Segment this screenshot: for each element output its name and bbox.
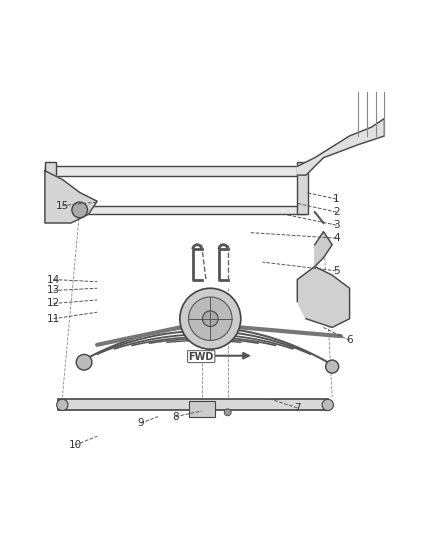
Text: 15: 15 [56,200,69,211]
Circle shape [224,409,231,416]
Text: 12: 12 [47,298,60,309]
Text: 6: 6 [346,335,353,345]
Text: 11: 11 [47,314,60,324]
Circle shape [76,354,92,370]
FancyBboxPatch shape [45,166,306,176]
Text: 1: 1 [333,194,340,204]
Text: 13: 13 [47,286,60,295]
Text: 4: 4 [333,233,340,243]
FancyBboxPatch shape [45,206,306,214]
Text: 14: 14 [47,274,60,285]
FancyBboxPatch shape [297,162,308,214]
Circle shape [57,399,68,410]
Polygon shape [297,266,350,327]
Text: 2: 2 [333,207,340,217]
Polygon shape [297,118,385,175]
FancyBboxPatch shape [188,401,215,417]
Circle shape [188,297,232,341]
Circle shape [325,360,339,373]
Text: FWD: FWD [188,352,214,361]
Text: 3: 3 [333,220,340,230]
FancyBboxPatch shape [45,162,56,214]
FancyBboxPatch shape [58,399,328,410]
Text: 5: 5 [333,266,340,276]
Circle shape [72,202,88,218]
Circle shape [202,311,218,327]
Circle shape [180,288,241,349]
Text: 8: 8 [172,411,179,422]
Text: 10: 10 [69,440,82,450]
Polygon shape [315,232,332,266]
Polygon shape [45,171,97,223]
Circle shape [322,399,333,410]
Text: 9: 9 [138,418,144,428]
Text: 7: 7 [294,403,300,413]
